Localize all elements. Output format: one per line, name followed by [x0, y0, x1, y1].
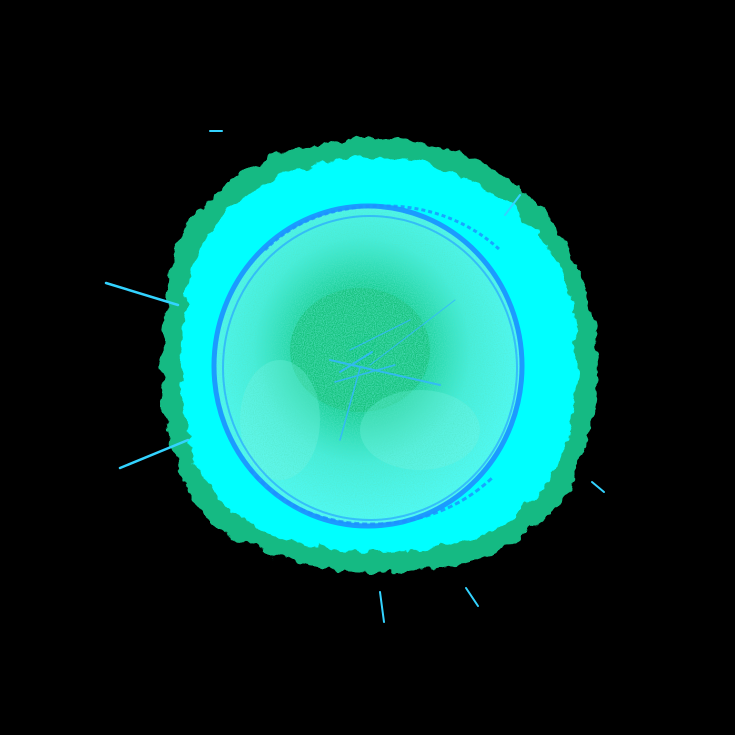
core-sparks	[329, 299, 456, 441]
inner-sphere	[216, 208, 520, 524]
outer-sparks	[104, 130, 605, 623]
orb-ring	[211, 203, 525, 529]
